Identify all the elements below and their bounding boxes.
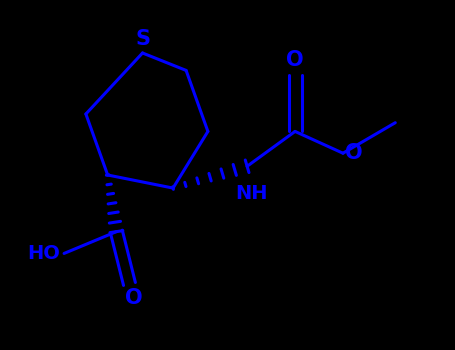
Text: NH: NH	[235, 184, 268, 203]
Text: HO: HO	[27, 244, 60, 263]
Text: S: S	[135, 29, 150, 49]
Text: O: O	[286, 50, 304, 70]
Text: O: O	[125, 288, 142, 308]
Text: O: O	[345, 143, 363, 163]
